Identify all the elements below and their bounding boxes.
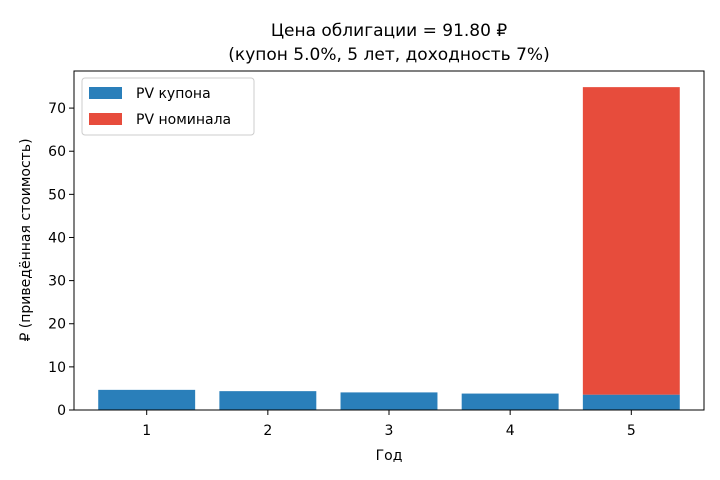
bar-coupon-3	[340, 392, 438, 410]
chart-title: Цена облигации = 91.80 ₽	[271, 21, 508, 41]
x-tick-label-1: 1	[142, 423, 151, 439]
y-tick-label-0: 0	[57, 403, 66, 419]
x-tick-label-3: 3	[385, 423, 394, 439]
y-tick-label-40: 40	[48, 230, 66, 246]
chart-subtitle: (купон 5.0%, 5 лет, доходность 7%)	[228, 45, 549, 65]
legend: PV купона PV номинала	[81, 77, 255, 136]
bar-coupon-5	[582, 394, 680, 410]
bars-layer	[98, 87, 680, 410]
x-tick-label-2: 2	[263, 423, 272, 439]
bar-coupon-4	[461, 393, 559, 410]
x-tick-label-4: 4	[506, 423, 515, 439]
x-axis: 1 2 3 4 5	[142, 410, 636, 439]
y-tick-label-50: 50	[48, 187, 66, 203]
y-axis-label: ₽ (приведённая стоимость)	[18, 138, 34, 341]
x-axis-label: Год	[376, 448, 403, 464]
x-tick-label-5: 5	[627, 423, 636, 439]
legend-label-coupon: PV купона	[136, 86, 211, 102]
bar-coupon-2	[219, 391, 317, 410]
y-tick-label-60: 60	[48, 144, 66, 160]
bar-coupon-1	[98, 389, 196, 410]
legend-swatch-coupon	[89, 87, 122, 99]
y-tick-label-20: 20	[48, 317, 66, 333]
y-tick-label-70: 70	[48, 101, 66, 117]
legend-swatch-face-value	[89, 113, 122, 125]
y-tick-label-30: 30	[48, 274, 66, 290]
legend-box	[81, 77, 255, 136]
legend-label-face-value: PV номинала	[136, 112, 231, 128]
y-axis: 0 10 20 30 40 50 60 70	[48, 101, 74, 419]
y-tick-label-10: 10	[48, 360, 66, 376]
bar-face-value-5	[582, 87, 680, 395]
